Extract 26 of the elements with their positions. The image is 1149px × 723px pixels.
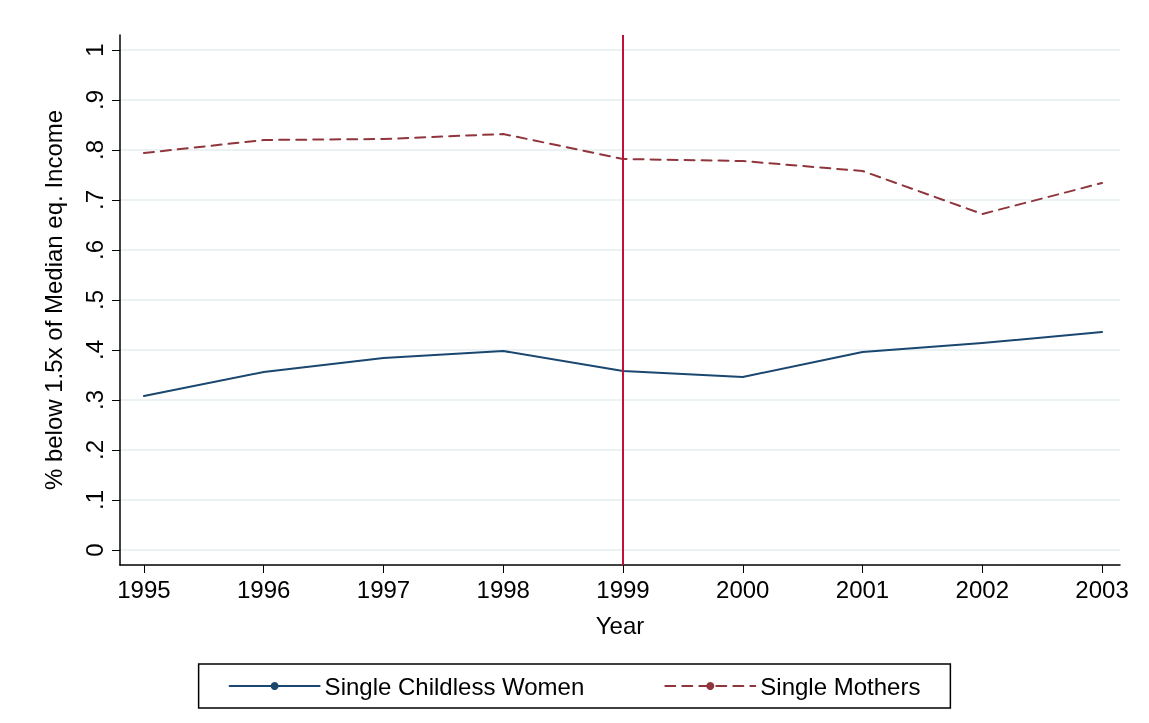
y-tick-label: .2 bbox=[80, 439, 108, 461]
line-series bbox=[142, 133, 1104, 215]
y-tick-label: .8 bbox=[80, 139, 108, 161]
x-tick-label: 2003 bbox=[1075, 575, 1129, 603]
y-tick-label: .9 bbox=[80, 89, 108, 111]
x-tick-label: 1998 bbox=[476, 575, 530, 603]
x-tick-label: 1999 bbox=[596, 575, 650, 603]
y-tick-label: .3 bbox=[80, 389, 108, 411]
y-axis-title: % below 1.5x of Median eq. Income bbox=[39, 109, 67, 491]
x-tick-label: 2001 bbox=[835, 575, 890, 603]
y-tick-label: .6 bbox=[80, 239, 108, 261]
y-tick-label: 0 bbox=[80, 543, 108, 557]
x-tick-label: 1996 bbox=[237, 575, 291, 603]
y-tick-label: .4 bbox=[80, 339, 108, 361]
y-tick-label: .5 bbox=[80, 289, 108, 311]
y-tick-label: .1 bbox=[80, 489, 108, 511]
y-tick-label: 1 bbox=[80, 43, 108, 57]
line-series bbox=[142, 331, 1104, 397]
x-axis-title: Year bbox=[595, 611, 645, 639]
x-tick-label: 2002 bbox=[955, 575, 1009, 603]
x-tick-label: 2000 bbox=[716, 575, 770, 603]
x-tick-label: 1995 bbox=[117, 575, 171, 603]
x-tick-label: 1997 bbox=[356, 575, 411, 603]
legend-label: Single Childless Women bbox=[324, 672, 585, 700]
legend-label: Single Mothers bbox=[760, 672, 921, 700]
y-tick-label: .7 bbox=[80, 189, 108, 211]
